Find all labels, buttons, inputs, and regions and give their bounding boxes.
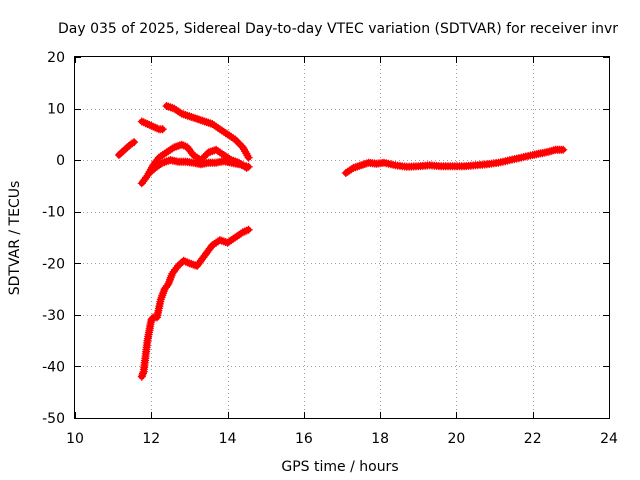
data-point <box>349 163 358 172</box>
data-point <box>147 121 156 130</box>
data-point <box>156 160 165 168</box>
data-point <box>141 119 150 128</box>
data-point <box>179 256 188 265</box>
x-tick-label: 18 <box>371 431 389 447</box>
data-point <box>206 147 215 156</box>
data-point <box>145 120 154 129</box>
data-point <box>177 140 186 149</box>
data-point <box>163 281 172 290</box>
x-tick-label: 24 <box>600 431 618 447</box>
grid-lines <box>75 57 609 418</box>
data-point <box>139 369 147 378</box>
series-arc-6 <box>137 225 253 381</box>
y-tick-label: -30 <box>42 308 65 324</box>
data-point <box>359 160 367 169</box>
data-point <box>244 225 253 234</box>
x-axis: 10 12 14 16 18 20 22 24 <box>66 57 618 447</box>
data-point <box>164 279 173 288</box>
data-point <box>160 158 169 167</box>
data-point <box>137 117 146 126</box>
y-tick-label: 10 <box>47 102 65 118</box>
data-point <box>241 147 250 156</box>
data-point <box>158 125 167 134</box>
data-point <box>164 102 173 111</box>
y-tick-label: -10 <box>42 205 65 221</box>
x-tick-label: 20 <box>448 431 466 447</box>
data-point <box>149 122 158 131</box>
data-point <box>191 114 200 123</box>
x-tick-label: 10 <box>66 431 84 447</box>
series-arc-2 <box>137 117 167 134</box>
y-axis: -50 -40 -30 -20 -10 0 10 20 <box>42 50 609 427</box>
data-point <box>244 153 253 162</box>
data-point <box>168 144 177 153</box>
x-tick-label: 14 <box>219 431 237 447</box>
data-point <box>157 293 166 302</box>
data-point <box>238 228 247 237</box>
y-tick-label: -50 <box>42 411 65 427</box>
y-tick-label: 0 <box>56 153 65 169</box>
data-point <box>242 226 251 235</box>
series-arc-5 <box>145 156 253 177</box>
x-axis-label: GPS time / hours <box>281 459 398 475</box>
data-point <box>170 143 179 152</box>
data-point <box>128 139 137 148</box>
data-point <box>175 108 184 117</box>
data-point <box>130 138 139 147</box>
plot-frame <box>74 56 610 419</box>
data-point <box>183 258 192 267</box>
data-point <box>179 141 188 150</box>
data-point <box>166 273 175 282</box>
x-tick-label: 16 <box>295 431 313 447</box>
data-point <box>181 257 190 266</box>
data-point <box>238 143 247 152</box>
chart-title: Day 035 of 2025, Sidereal Day-to-day VTE… <box>58 21 618 37</box>
data-point <box>195 115 203 124</box>
data-point <box>202 118 211 127</box>
series-arc-7 <box>341 145 568 177</box>
data-point <box>139 118 148 127</box>
data-point <box>217 236 226 245</box>
data-point <box>353 162 362 171</box>
data-point <box>187 259 196 268</box>
data-point <box>168 103 177 112</box>
data-point <box>159 287 168 296</box>
data-point <box>240 227 249 236</box>
y-tick-label: -40 <box>42 359 65 375</box>
x-tick-label: 22 <box>524 431 542 447</box>
y-tick-label: 20 <box>47 50 65 66</box>
data-series <box>114 102 568 381</box>
series-arc-3 <box>162 102 253 162</box>
data-point <box>143 120 152 128</box>
data-point <box>181 111 190 119</box>
data-point <box>153 124 161 133</box>
series-arc-1 <box>114 138 139 159</box>
y-axis-label: SDTVAR / TECUs <box>7 181 23 296</box>
data-point <box>347 165 356 174</box>
data-point <box>151 123 160 132</box>
data-point <box>559 145 568 154</box>
data-point <box>185 112 194 121</box>
y-tick-label: -20 <box>42 256 65 272</box>
data-point <box>198 116 207 125</box>
x-tick-label: 12 <box>142 431 160 447</box>
data-point <box>244 162 253 171</box>
data-point <box>177 109 186 118</box>
